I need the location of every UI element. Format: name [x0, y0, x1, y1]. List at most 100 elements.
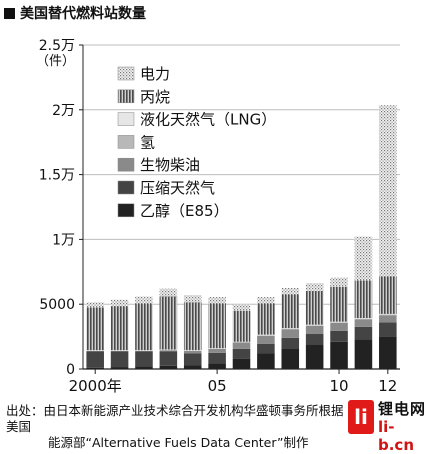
bar-2012-series-5	[379, 276, 397, 314]
legend-label-4: 生物柴油	[140, 156, 200, 174]
bar-2009-series-4	[305, 324, 324, 326]
bar-2007-series-1	[257, 343, 275, 354]
legend-swatch-0	[117, 66, 135, 81]
bar-2012-series-0	[379, 336, 397, 369]
grid-lines	[83, 44, 400, 305]
bar-2011-series-2	[354, 319, 373, 327]
bar-2009-series-6	[305, 283, 324, 291]
bar-2011-series-3	[354, 318, 373, 320]
bar-2007-series-6	[257, 297, 275, 304]
bar-2008-series-1	[281, 337, 300, 349]
bar-2000-series-4	[86, 350, 104, 351]
y-unit-label: （件）	[36, 54, 75, 69]
bar-2005-series-5	[208, 303, 226, 349]
bar-2007-series-3	[257, 335, 275, 336]
legend-label-1: 丙烷	[140, 88, 170, 106]
bar-2002-series-2	[135, 350, 153, 352]
bar-2008-series-2	[281, 329, 300, 338]
axes: 0 5000 1万 1.5万 2万 2.5万（件） 2000年 05 10 12	[36, 38, 400, 395]
bar-2008-series-6	[281, 288, 300, 295]
bar-2004-series-4	[183, 350, 202, 351]
legend-swatch-2	[117, 112, 135, 126]
bar-2002-series-0	[135, 366, 153, 369]
bar-2011-series-5	[354, 280, 373, 319]
bar-2003-series-6	[159, 288, 178, 297]
bar-2004-series-5	[183, 302, 202, 351]
bar-2002-series-1	[135, 351, 153, 367]
bar-2011-series-1	[354, 326, 373, 340]
bar-2006-series-6	[232, 304, 251, 311]
bar-2012-series-1	[379, 322, 397, 337]
title-square-icon	[4, 7, 15, 19]
bar-2010-series-1	[330, 330, 348, 342]
bar-2010-series-3	[330, 322, 348, 323]
bar-2012-series-2	[379, 315, 397, 323]
bar-2010-series-0	[330, 341, 348, 369]
legend-swatch-5	[117, 180, 135, 195]
legend-swatch-4	[117, 157, 135, 172]
bar-2010-series-6	[330, 277, 348, 287]
watermark-logo: li 锂电网 li-b.cn	[348, 398, 428, 454]
legend-label-2: 液化天然气（LNG）	[140, 111, 276, 129]
bar-2000-series-5	[86, 307, 104, 351]
bar-2009-series-0	[305, 344, 324, 369]
bar-2004-series-2	[183, 350, 202, 354]
bar-2002-series-6	[135, 296, 153, 304]
bar-2008-series-3	[281, 328, 300, 330]
bar-2005-series-4	[208, 348, 226, 349]
bar-2003-series-4	[159, 349, 178, 351]
chart-title-text: 美国替代燃料站数量	[20, 6, 146, 22]
bar-2009-series-2	[305, 325, 324, 335]
source-line-2: 能源部“Alternative Fuels Data Center”制作	[48, 435, 309, 450]
bar-2010-series-2	[330, 322, 348, 331]
bar-2007-series-2	[257, 335, 275, 344]
bar-2000-series-6	[86, 302, 104, 308]
bar-2001-series-6	[110, 299, 129, 307]
source-line-1: 出处：由日本新能源产业技术综合开发机构华盛顿事务所根据美国	[6, 403, 344, 434]
legend-label-6: 乙醇（E85）	[140, 202, 229, 220]
legend-swatch-3	[117, 135, 135, 149]
y-tick-label-5000: 5000	[39, 297, 75, 313]
bar-2008-series-4	[281, 328, 300, 329]
bar-2001-series-5	[110, 306, 129, 351]
stacked-bar-chart: 0 5000 1万 1.5万 2万 2.5万（件） 2000年 05 10 12 电力丙烷液化天然…	[36, 38, 400, 395]
bar-2001-series-4	[110, 350, 129, 351]
bar-2011-series-6	[354, 236, 373, 281]
legend-label-3: 氢	[140, 133, 155, 151]
x-tick-label-2000: 2000年	[69, 377, 122, 395]
bar-2003-series-5	[159, 296, 178, 350]
watermark-text-2: li-b.cn	[378, 418, 415, 454]
bar-2005-series-1	[208, 352, 226, 364]
y-tick-label-20000: 2万	[52, 103, 75, 119]
bar-2012-series-4	[379, 313, 397, 315]
bar-2012-series-6	[379, 105, 397, 277]
bar-2009-series-1	[305, 334, 324, 345]
bar-2006-series-0	[232, 358, 251, 369]
bar-2003-series-2	[159, 350, 178, 352]
chart-title: 美国替代燃料站数量	[4, 3, 146, 23]
bar-2006-series-1	[232, 348, 251, 359]
bar-2002-series-4	[135, 350, 153, 351]
bar-2000-series-2	[86, 350, 104, 352]
bar-2008-series-0	[281, 348, 300, 369]
bar-2001-series-2	[110, 350, 129, 352]
watermark-text-1: 锂电网	[378, 400, 427, 418]
x-tick-label-2010: 10	[329, 377, 348, 395]
bar-2011-series-4	[354, 318, 373, 319]
y-tick-label-15000: 1.5万	[39, 168, 75, 184]
y-tick-label-25000: 2.5万	[39, 38, 75, 54]
x-tick-label-2005: 05	[208, 377, 227, 395]
y-tick-label-10000: 1万	[52, 232, 75, 248]
bar-2009-series-5	[305, 290, 324, 325]
legend-label-0: 电力	[140, 65, 170, 83]
bar-2010-series-5	[330, 286, 348, 322]
bar-2006-series-4	[232, 341, 251, 343]
bar-2006-series-5	[232, 310, 251, 342]
bar-2000-series-1	[86, 351, 104, 368]
source-note: 出处：由日本新能源产业技术综合开发机构华盛顿事务所根据美国 能源部“Altern…	[6, 403, 346, 451]
bar-2012-series-3	[379, 314, 397, 316]
bar-2004-series-0	[183, 365, 202, 369]
legend-swatch-1	[117, 89, 135, 104]
bar-2000-series-0	[86, 367, 104, 369]
